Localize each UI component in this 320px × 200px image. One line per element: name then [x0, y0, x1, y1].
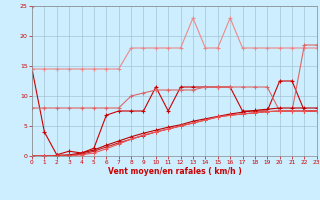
- X-axis label: Vent moyen/en rafales ( km/h ): Vent moyen/en rafales ( km/h ): [108, 167, 241, 176]
